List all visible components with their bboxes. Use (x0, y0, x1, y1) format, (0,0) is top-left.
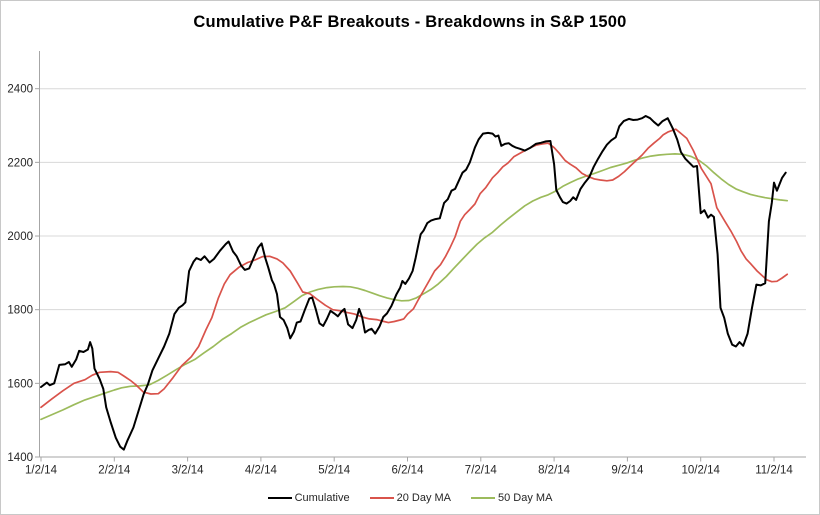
x-axis-label: 5/2/14 (318, 465, 351, 477)
series-line-50-day-ma (40, 153, 789, 421)
legend-label-cumulative: Cumulative (294, 492, 350, 504)
y-axis-label: 1400 (7, 452, 33, 464)
legend-label-50dma: 50 Day MA (498, 492, 553, 504)
legend: Cumulative 20 Day MA 50 Day MA (1, 492, 819, 504)
series-line-cumulative (40, 115, 787, 451)
x-axis-label: 9/2/14 (611, 465, 644, 477)
legend-label-20dma: 20 Day MA (396, 492, 452, 504)
x-axis-label: 6/2/14 (392, 465, 425, 477)
x-axis-label: 1/2/14 (25, 465, 58, 477)
chart-title: Cumulative P&F Breakouts - Breakdowns in… (193, 13, 627, 31)
legend-item-20dma: 20 Day MA (369, 492, 452, 504)
x-axis-label: 11/2/14 (755, 465, 793, 477)
x-axis-label: 8/2/14 (538, 465, 571, 477)
y-axis-label: 2400 (7, 84, 33, 96)
y-axis-label: 1800 (7, 305, 33, 317)
x-axis-label: 7/2/14 (465, 465, 498, 477)
legend-swatch-50dma (471, 497, 496, 499)
legend-item-cumulative: Cumulative (267, 492, 350, 504)
legend-swatch-cumulative (267, 497, 292, 499)
legend-item-50dma: 50 Day MA (471, 492, 552, 504)
y-axis-label: 2000 (7, 231, 33, 243)
x-axis-label: 4/2/14 (245, 465, 278, 477)
y-axis-label: 2200 (7, 157, 33, 169)
x-axis-label: 3/2/14 (172, 465, 205, 477)
legend-swatch-20dma (369, 497, 394, 499)
x-axis-label: 10/2/14 (682, 465, 721, 477)
x-axis-label: 2/2/14 (98, 465, 131, 477)
y-axis-label: 1600 (7, 378, 33, 390)
